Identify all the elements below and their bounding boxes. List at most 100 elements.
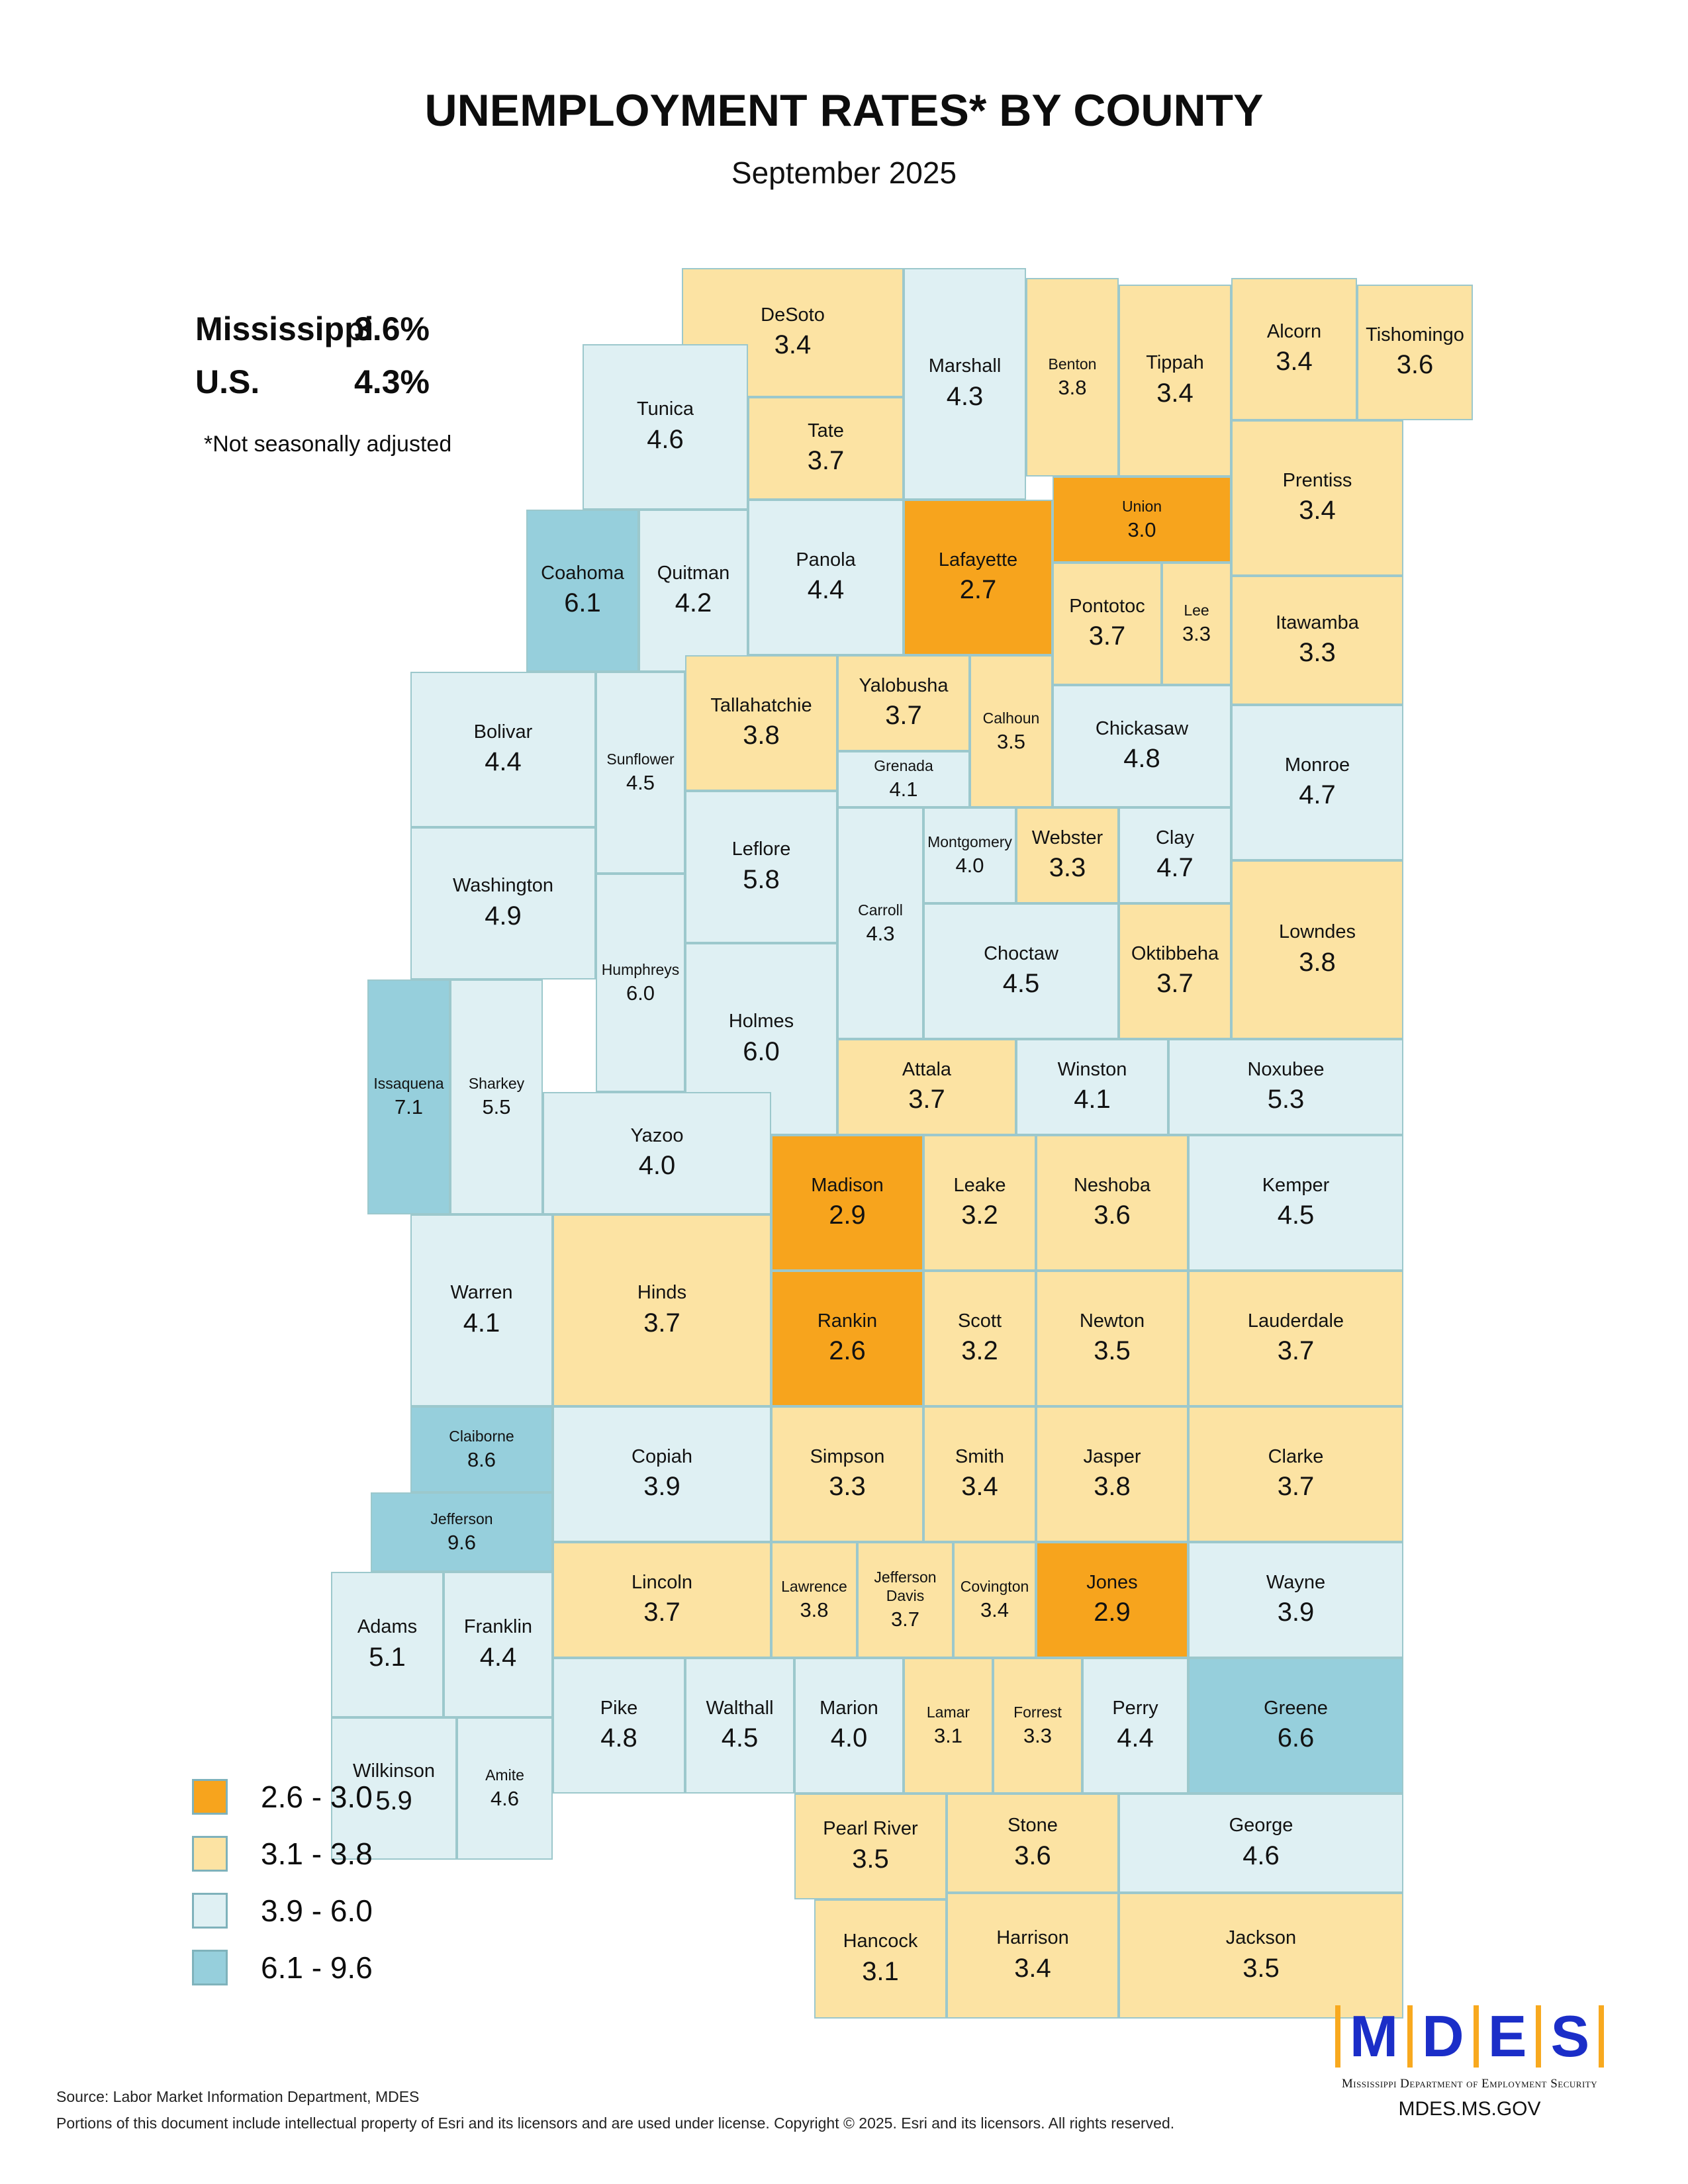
legend-label: 3.1 - 3.8 [261, 1837, 373, 1871]
county-pearl-river: Pearl River 3.5 [794, 1794, 947, 1899]
county-rate: 6.6 [1277, 1723, 1315, 1753]
county-lamar: Lamar 3.1 [904, 1658, 993, 1794]
county-yazoo: Yazoo 4.0 [543, 1092, 771, 1214]
county-rate: 3.1 [933, 1724, 963, 1748]
county-name: Washington [452, 875, 554, 897]
county-scott: Scott 3.2 [923, 1271, 1036, 1406]
legend-swatch [192, 1893, 228, 1929]
county-name: Oktibbeha [1131, 942, 1219, 964]
county-clarke: Clarke 3.7 [1188, 1406, 1403, 1542]
county-name: Hancock [843, 1931, 918, 1952]
county-union: Union 3.0 [1053, 477, 1231, 563]
county-name: Issaquena [373, 1075, 444, 1093]
county-neshoba: Neshoba 3.6 [1036, 1135, 1188, 1271]
county-rate: 3.7 [1277, 1472, 1315, 1502]
county-lincoln: Lincoln 3.7 [553, 1542, 771, 1658]
county-name: Webster [1031, 827, 1103, 848]
copyright-line: Portions of this document include intell… [56, 2115, 1175, 2132]
county-perry: Perry 4.4 [1082, 1658, 1188, 1794]
county-panola: Panola 4.4 [748, 500, 904, 655]
county-warren: Warren 4.1 [410, 1214, 553, 1406]
county-tippah: Tippah 3.4 [1119, 285, 1231, 477]
legend-swatch [192, 1836, 228, 1872]
legend-row-2: 3.9 - 6.0 [192, 1893, 373, 1929]
county-rate: 3.7 [643, 1308, 680, 1338]
county-name: Lowndes [1278, 921, 1356, 943]
county-rate: 4.7 [1299, 780, 1336, 810]
county-name: Forrest [1013, 1704, 1062, 1721]
county-smith: Smith 3.4 [923, 1406, 1036, 1542]
county-name: Quitman [657, 562, 730, 584]
county-carroll: Carroll 4.3 [837, 807, 923, 1039]
county-name: Sunflower [606, 751, 675, 768]
county-name: Wayne [1266, 1571, 1326, 1593]
county-rate: 2.6 [829, 1336, 866, 1366]
county-rate: 3.6 [1396, 350, 1434, 380]
county-name: Franklin [463, 1616, 533, 1638]
county-rate: 8.6 [467, 1447, 496, 1471]
county-name: Pontotoc [1069, 595, 1145, 617]
county-rate: 3.5 [1094, 1336, 1131, 1366]
county-rate: 3.8 [1094, 1472, 1131, 1502]
county-noxubee: Noxubee 5.3 [1168, 1039, 1403, 1135]
county-rate: 4.4 [1117, 1723, 1154, 1753]
county-rate: 3.4 [1156, 378, 1194, 408]
header: UNEMPLOYMENT RATES* BY COUNTY September … [0, 85, 1688, 191]
source-footer: Source: Labor Market Information Departm… [56, 2083, 1174, 2137]
county-rate: 3.3 [1182, 622, 1211, 646]
county-rate: 3.9 [1277, 1598, 1315, 1627]
mississippi-rate: 3.6% [354, 310, 430, 347]
county-name: Madison [811, 1174, 884, 1196]
mdes-org-name: Mississippi Department of Employment Sec… [1341, 2077, 1598, 2091]
county-name: Lafayette [938, 549, 1018, 570]
county-rate: 3.4 [1299, 496, 1336, 525]
county-kemper: Kemper 4.5 [1188, 1135, 1403, 1271]
county-rate: 4.7 [1156, 853, 1194, 883]
county-chickasaw: Chickasaw 4.8 [1053, 685, 1231, 807]
county-yalobusha: Yalobusha 3.7 [837, 655, 970, 751]
county-rate: 4.5 [1002, 969, 1040, 999]
page-subtitle: September 2025 [731, 156, 957, 190]
county-name: Panola [796, 549, 856, 570]
county-adams: Adams 5.1 [331, 1572, 444, 1717]
county-lawrence: Lawrence 3.8 [771, 1542, 857, 1658]
county-rate: 4.5 [1277, 1201, 1315, 1230]
county-name: George [1229, 1815, 1293, 1837]
county-covington: Covington 3.4 [953, 1542, 1036, 1658]
county-rate: 5.5 [482, 1095, 511, 1119]
county-name: Lauderdale [1247, 1310, 1344, 1332]
county-name: Choctaw [984, 942, 1058, 964]
county-rate: 4.4 [485, 747, 522, 777]
legend-swatch [192, 1779, 228, 1815]
county-grenada: Grenada 4.1 [837, 751, 970, 807]
county-jones: Jones 2.9 [1036, 1542, 1188, 1658]
county-name: Carroll [858, 901, 903, 919]
county-rate: 3.5 [996, 729, 1026, 753]
county-winston: Winston 4.1 [1016, 1039, 1168, 1135]
county-name: Clay [1155, 827, 1194, 848]
county-rate: 6.0 [743, 1036, 780, 1066]
county-rate: 4.8 [600, 1723, 637, 1753]
county-name: Wilkinson [352, 1760, 436, 1782]
county-name: Leake [953, 1174, 1006, 1196]
county-name: Winston [1057, 1058, 1127, 1080]
county-name: Jefferson [430, 1510, 493, 1527]
county-rate: 3.7 [1277, 1336, 1315, 1366]
legend-label: 3.9 - 6.0 [261, 1893, 373, 1928]
county-name: Marion [820, 1697, 878, 1719]
county-name: Adams [357, 1616, 418, 1638]
county-newton: Newton 3.5 [1036, 1271, 1188, 1406]
county-rate: 4.2 [675, 588, 712, 618]
county-rate: 3.8 [1299, 947, 1336, 977]
county-rate: 4.5 [626, 771, 655, 795]
county-name: Jackson [1225, 1927, 1297, 1949]
county-forrest: Forrest 3.3 [993, 1658, 1082, 1794]
county-harrison: Harrison 3.4 [947, 1893, 1119, 2019]
county-rate: 3.3 [1023, 1724, 1053, 1748]
logo-letter-s: S [1550, 2003, 1590, 2069]
county-rate: 3.1 [862, 1956, 899, 1986]
county-rate: 4.0 [830, 1723, 868, 1753]
county-rate: 3.8 [800, 1598, 829, 1622]
